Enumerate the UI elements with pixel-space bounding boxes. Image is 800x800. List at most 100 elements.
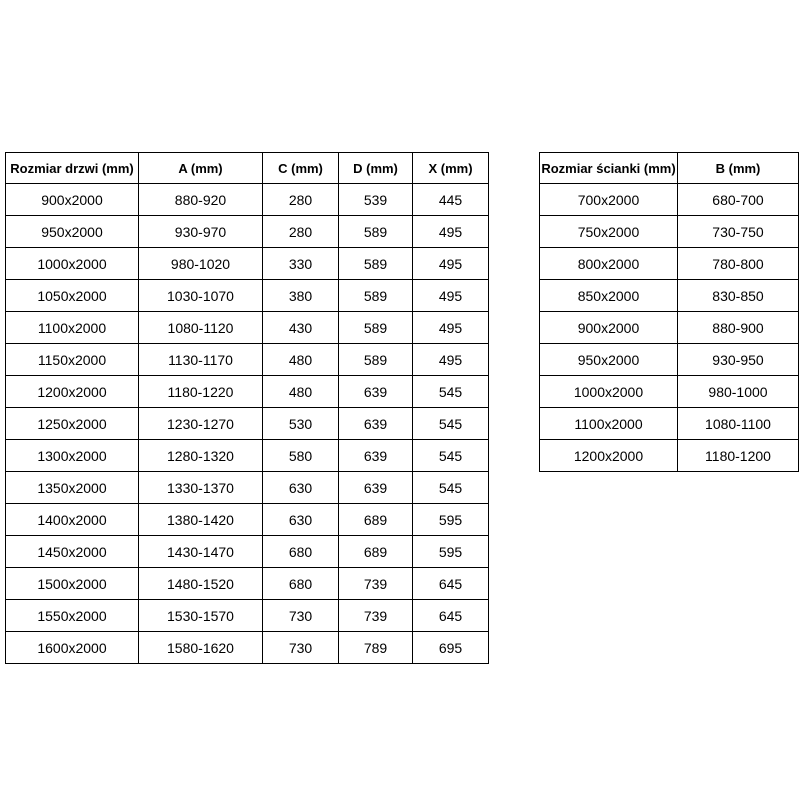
table-cell: 495 bbox=[412, 311, 489, 344]
table-row: 1400x2000 1380-1420 630 689 595 bbox=[5, 503, 489, 536]
table-row: 1600x2000 1580-1620 730 789 695 bbox=[5, 631, 489, 664]
table-cell: 589 bbox=[338, 311, 413, 344]
table-cell: 1280-1320 bbox=[138, 439, 263, 472]
table-cell: 495 bbox=[412, 343, 489, 376]
table-cell: 800x2000 bbox=[539, 247, 678, 280]
table-cell: 1200x2000 bbox=[539, 439, 678, 472]
table-cell: 1550x2000 bbox=[5, 599, 139, 632]
table-cell: 1300x2000 bbox=[5, 439, 139, 472]
table-row: 800x2000 780-800 bbox=[539, 247, 799, 280]
table-cell: 480 bbox=[262, 375, 339, 408]
table-cell: 689 bbox=[338, 535, 413, 568]
table-cell: 330 bbox=[262, 247, 339, 280]
table-cell: 689 bbox=[338, 503, 413, 536]
table-row: 750x2000 730-750 bbox=[539, 215, 799, 248]
table-cell: 930-970 bbox=[138, 215, 263, 248]
table-cell: 680 bbox=[262, 567, 339, 600]
table-cell: 1250x2000 bbox=[5, 407, 139, 440]
table-cell: 980-1000 bbox=[677, 375, 799, 408]
wall-panel-sizes-table-header: Rozmiar ścianki (mm) B (mm) bbox=[539, 152, 799, 184]
table-cell: 880-900 bbox=[677, 311, 799, 344]
table-cell: 1180-1200 bbox=[677, 439, 799, 472]
table-cell: 645 bbox=[412, 567, 489, 600]
table-cell: 1000x2000 bbox=[539, 375, 678, 408]
table-cell: 1080-1120 bbox=[138, 311, 263, 344]
table-cell: 1180-1220 bbox=[138, 375, 263, 408]
table-cell: 980-1020 bbox=[138, 247, 263, 280]
table-cell: 645 bbox=[412, 599, 489, 632]
table-cell: 545 bbox=[412, 375, 489, 408]
table-cell: 589 bbox=[338, 279, 413, 312]
table-row: 1350x2000 1330-1370 630 639 545 bbox=[5, 471, 489, 504]
table-cell: 700x2000 bbox=[539, 183, 678, 216]
table-cell: 545 bbox=[412, 439, 489, 472]
table-cell: 639 bbox=[338, 407, 413, 440]
table-row: 1200x2000 1180-1200 bbox=[539, 439, 799, 472]
table-cell: 1480-1520 bbox=[138, 567, 263, 600]
table-cell: 595 bbox=[412, 503, 489, 536]
table-cell: 480 bbox=[262, 343, 339, 376]
table-row: 1550x2000 1530-1570 730 739 645 bbox=[5, 599, 489, 632]
table-cell: 830-850 bbox=[677, 279, 799, 312]
table-cell: 539 bbox=[338, 183, 413, 216]
table-cell: 280 bbox=[262, 215, 339, 248]
table-cell: 730 bbox=[262, 599, 339, 632]
table-row: 1500x2000 1480-1520 680 739 645 bbox=[5, 567, 489, 600]
table-row: 700x2000 680-700 bbox=[539, 183, 799, 216]
table-cell: 730 bbox=[262, 631, 339, 664]
table-cell: 280 bbox=[262, 183, 339, 216]
wall-panel-sizes-table-body: 700x2000 680-700 750x2000 730-750 800x2000 78… bbox=[539, 183, 799, 472]
table-cell: 1500x2000 bbox=[5, 567, 139, 600]
table-cell: 1100x2000 bbox=[5, 311, 139, 344]
table-cell: 950x2000 bbox=[5, 215, 139, 248]
table-cell: 630 bbox=[262, 471, 339, 504]
table-row: 1450x2000 1430-1470 680 689 595 bbox=[5, 535, 489, 568]
door-sizes-table: Rozmiar drzwi (mm) A (mm) C (mm) D (mm) X (m… bbox=[5, 152, 489, 664]
table-cell: 1230-1270 bbox=[138, 407, 263, 440]
table-cell: 730-750 bbox=[677, 215, 799, 248]
table-row: 1150x2000 1130-1170 480 589 495 bbox=[5, 343, 489, 376]
table-cell: 1030-1070 bbox=[138, 279, 263, 312]
table-cell: 739 bbox=[338, 567, 413, 600]
table-cell: 1100x2000 bbox=[539, 407, 678, 440]
table-row: 900x2000 880-920 280 539 445 bbox=[5, 183, 489, 216]
door-sizes-table-header: Rozmiar drzwi (mm) A (mm) C (mm) D (mm) X (m… bbox=[5, 152, 489, 184]
table-cell: 1050x2000 bbox=[5, 279, 139, 312]
table-cell: 530 bbox=[262, 407, 339, 440]
table-row: 950x2000 930-970 280 589 495 bbox=[5, 215, 489, 248]
door-sizes-table-body: 900x2000 880-920 280 539 445 950x2000 930-970 2… bbox=[5, 183, 489, 664]
table-row: 1250x2000 1230-1270 530 639 545 bbox=[5, 407, 489, 440]
table-cell: 1580-1620 bbox=[138, 631, 263, 664]
table-cell: 900x2000 bbox=[539, 311, 678, 344]
table-cell: 880-920 bbox=[138, 183, 263, 216]
table-cell: 695 bbox=[412, 631, 489, 664]
table-cell: 789 bbox=[338, 631, 413, 664]
table-cell: 1330-1370 bbox=[138, 471, 263, 504]
table-row: 900x2000 880-900 bbox=[539, 311, 799, 344]
table-row: 1200x2000 1180-1220 480 639 545 bbox=[5, 375, 489, 408]
table-cell: 1600x2000 bbox=[5, 631, 139, 664]
table-row: 1100x2000 1080-1120 430 589 495 bbox=[5, 311, 489, 344]
column-header: X (mm) bbox=[412, 152, 489, 184]
table-row: 1100x2000 1080-1100 bbox=[539, 407, 799, 440]
table-cell: 1350x2000 bbox=[5, 471, 139, 504]
header-row: Rozmiar ścianki (mm) B (mm) bbox=[539, 152, 799, 184]
table-cell: 850x2000 bbox=[539, 279, 678, 312]
table-cell: 680-700 bbox=[677, 183, 799, 216]
column-header: C (mm) bbox=[262, 152, 339, 184]
table-row: 1300x2000 1280-1320 580 639 545 bbox=[5, 439, 489, 472]
table-cell: 1080-1100 bbox=[677, 407, 799, 440]
column-header: B (mm) bbox=[677, 152, 799, 184]
table-cell: 739 bbox=[338, 599, 413, 632]
table-cell: 630 bbox=[262, 503, 339, 536]
table-cell: 780-800 bbox=[677, 247, 799, 280]
table-cell: 589 bbox=[338, 215, 413, 248]
column-header: Rozmiar ścianki (mm) bbox=[539, 152, 678, 184]
column-header: A (mm) bbox=[138, 152, 263, 184]
table-cell: 580 bbox=[262, 439, 339, 472]
table-cell: 495 bbox=[412, 247, 489, 280]
column-header: D (mm) bbox=[338, 152, 413, 184]
table-cell: 1450x2000 bbox=[5, 535, 139, 568]
table-cell: 589 bbox=[338, 343, 413, 376]
header-row: Rozmiar drzwi (mm) A (mm) C (mm) D (mm) X (m… bbox=[5, 152, 489, 184]
